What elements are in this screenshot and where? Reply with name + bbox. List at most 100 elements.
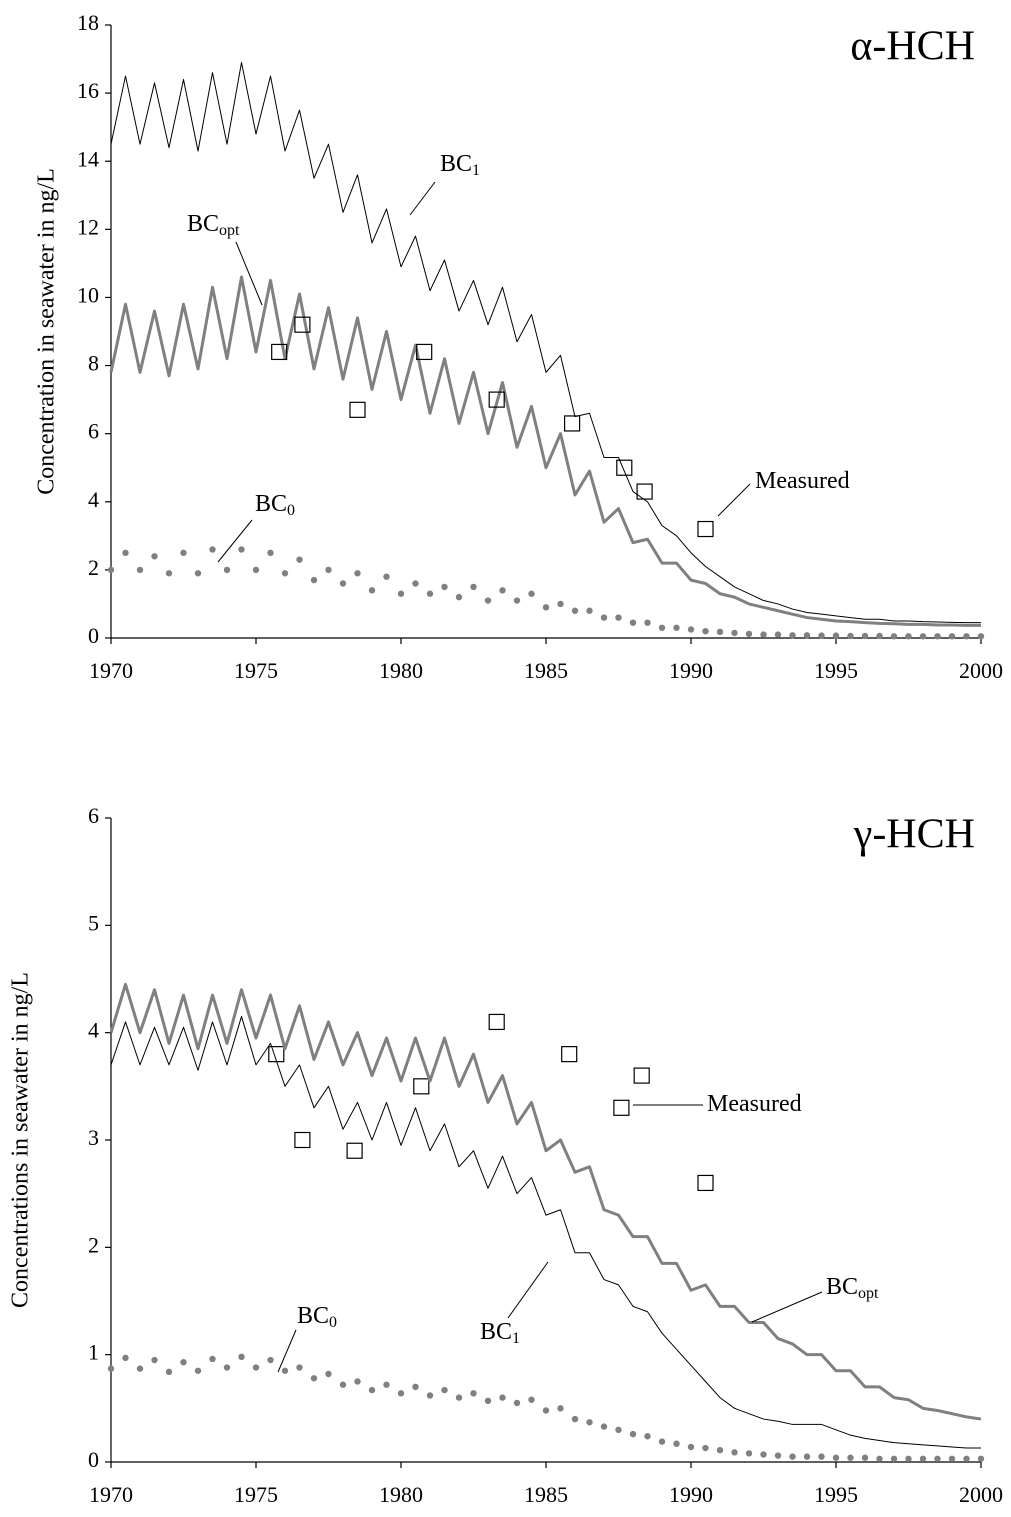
data-dot (107, 1365, 115, 1372)
data-dot (948, 1455, 956, 1462)
x-tick-label: 1985 (524, 658, 568, 683)
data-dot (774, 631, 782, 638)
data-dot (557, 600, 564, 608)
data-dot (513, 597, 521, 604)
series-label: BCopt (826, 1274, 879, 1302)
leader-line (717, 483, 751, 517)
data-dot (861, 632, 869, 640)
data-dot (426, 590, 434, 597)
measured-point (613, 1099, 630, 1116)
x-tick-label: 1995 (814, 1482, 858, 1507)
data-dot (644, 1433, 651, 1440)
data-dot (731, 1449, 738, 1456)
data-dot (542, 604, 550, 611)
data-dot (876, 1455, 883, 1462)
data-dot (209, 1355, 216, 1363)
data-dot (296, 1364, 303, 1371)
leader-line (217, 519, 253, 563)
y-axis-label: Concentration in seawater in ng/L (34, 168, 60, 495)
data-dot (905, 1455, 912, 1462)
series-name: BC (826, 1274, 858, 1300)
series-name: BC (480, 1319, 512, 1345)
data-dot (281, 570, 289, 577)
data-dot (934, 1455, 941, 1462)
data-dot (484, 597, 492, 604)
data-dot (760, 631, 767, 638)
y-tick-label: 3 (88, 1125, 99, 1150)
data-dot (789, 632, 796, 639)
measured-point (346, 1142, 363, 1159)
data-dot (644, 619, 651, 626)
measured-point (633, 1067, 650, 1084)
data-dot (455, 1394, 463, 1401)
measured-point (413, 1078, 430, 1095)
series-subscript: 1 (472, 162, 480, 179)
data-dot (629, 619, 637, 626)
y-tick-label: 2 (88, 1232, 99, 1257)
data-dot (528, 590, 535, 597)
data-dot (107, 566, 115, 574)
series-label: BCopt (187, 211, 240, 239)
data-dot (919, 1455, 927, 1462)
data-dot (325, 566, 332, 574)
data-dot (629, 1430, 637, 1438)
data-dot (397, 590, 405, 597)
data-dot (760, 1451, 767, 1458)
measured-point (616, 459, 633, 476)
data-dot (615, 1426, 622, 1434)
measured-point (563, 415, 581, 432)
y-axis-label: Concentrations in seawater in ng/L (8, 972, 34, 1308)
data-dot (687, 626, 695, 633)
data-dot (586, 1419, 593, 1426)
x-tick-label: 1970 (89, 658, 133, 683)
data-dot (745, 1450, 753, 1457)
data-dot (325, 1370, 332, 1378)
data-dot (890, 633, 898, 640)
series-subscript: opt (219, 222, 240, 239)
x-tick-label: 1975 (234, 658, 278, 683)
series-label: BC1 (480, 1319, 520, 1347)
y-tick-label: 2 (88, 555, 99, 580)
data-dot (267, 549, 274, 557)
data-dot (354, 1378, 361, 1385)
x-tick-label: 1970 (89, 1482, 133, 1507)
x-tick-label: 2000 (959, 1482, 1003, 1507)
data-dot (963, 633, 970, 640)
measured-point (271, 343, 288, 361)
measured-point (561, 1046, 578, 1063)
data-dot (455, 593, 463, 601)
data-dot (296, 556, 303, 563)
data-dot (252, 1364, 260, 1371)
x-tick-label: 1980 (379, 658, 423, 683)
data-dot (571, 1415, 579, 1423)
x-tick-label: 1995 (814, 658, 858, 683)
data-dot (194, 1367, 202, 1374)
y-tick-label: 18 (77, 10, 99, 35)
data-dot (441, 1386, 448, 1394)
data-dot (180, 1358, 187, 1366)
data-dot (702, 627, 709, 635)
data-dot (383, 1381, 390, 1388)
series-name: BC (187, 211, 219, 237)
series-label: Measured (755, 468, 850, 494)
data-dot (354, 570, 361, 577)
series-subscript: opt (858, 1285, 879, 1302)
data-dot (687, 1443, 695, 1451)
y-tick-label: 10 (77, 282, 99, 307)
data-dot (818, 1453, 825, 1460)
data-dot (484, 1397, 492, 1405)
data-dot (658, 1438, 666, 1445)
data-dot (165, 570, 173, 577)
data-dot (600, 614, 608, 621)
data-dot (731, 629, 738, 637)
data-dot (194, 570, 202, 577)
measured-point (349, 401, 366, 418)
data-dot (310, 1375, 318, 1382)
x-tick-label: 1990 (669, 1482, 713, 1507)
data-dot (368, 587, 376, 594)
data-dot (745, 630, 753, 638)
data-dot (412, 580, 419, 587)
data-dot (948, 633, 956, 640)
y-tick-label: 8 (88, 351, 99, 376)
